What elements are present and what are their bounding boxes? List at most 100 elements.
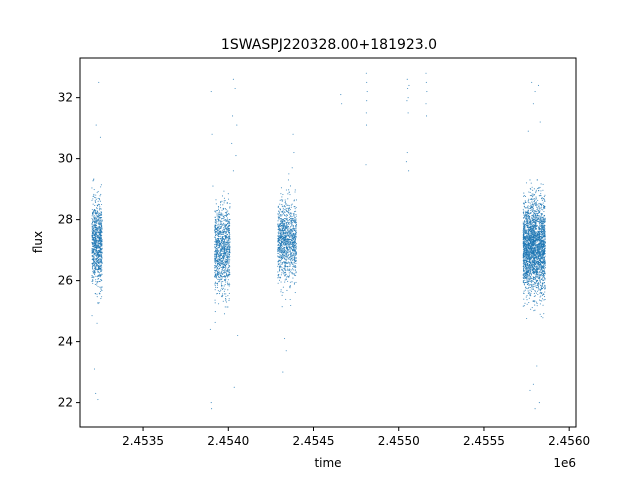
data-point bbox=[293, 241, 295, 243]
data-point bbox=[92, 229, 94, 231]
data-point bbox=[96, 247, 98, 250]
data-point bbox=[284, 272, 286, 274]
data-point bbox=[279, 223, 281, 225]
data-point bbox=[294, 291, 296, 294]
data-point bbox=[220, 233, 222, 235]
data-point bbox=[283, 234, 285, 236]
data-point bbox=[289, 238, 291, 240]
data-point bbox=[219, 231, 221, 233]
data-point bbox=[285, 244, 287, 246]
data-point bbox=[280, 211, 282, 213]
data-point bbox=[278, 232, 280, 234]
data-point bbox=[533, 228, 535, 230]
data-point bbox=[219, 261, 221, 263]
data-point bbox=[544, 278, 546, 280]
data-point bbox=[280, 257, 282, 259]
data-point bbox=[97, 256, 99, 258]
data-point bbox=[284, 252, 286, 254]
data-point bbox=[288, 272, 290, 274]
data-point bbox=[99, 264, 101, 266]
data-point bbox=[280, 261, 282, 263]
data-point bbox=[536, 206, 538, 208]
data-point bbox=[101, 239, 103, 241]
data-point bbox=[219, 233, 221, 235]
data-point bbox=[524, 228, 526, 230]
data-point bbox=[226, 229, 228, 231]
data-point bbox=[277, 239, 279, 241]
data-point bbox=[289, 246, 291, 248]
data-point bbox=[217, 259, 219, 261]
data-point bbox=[216, 273, 218, 275]
data-point bbox=[288, 248, 290, 251]
data-point bbox=[288, 210, 290, 212]
data-point bbox=[294, 251, 297, 253]
data-point bbox=[225, 260, 227, 262]
data-point bbox=[544, 291, 546, 293]
data-point bbox=[100, 223, 102, 225]
data-point bbox=[99, 221, 101, 223]
data-point bbox=[522, 251, 525, 253]
data-point bbox=[95, 229, 98, 231]
data-point bbox=[537, 204, 539, 206]
data-point bbox=[542, 293, 545, 295]
data-point bbox=[223, 272, 225, 274]
data-point bbox=[219, 277, 221, 279]
data-point bbox=[280, 215, 282, 217]
data-point bbox=[527, 208, 529, 210]
data-point bbox=[278, 247, 280, 249]
data-point bbox=[532, 300, 534, 302]
data-point bbox=[284, 231, 286, 233]
data-point bbox=[96, 268, 98, 270]
data-point bbox=[294, 219, 296, 221]
data-point bbox=[99, 266, 101, 268]
data-point bbox=[217, 255, 220, 258]
data-point bbox=[224, 212, 226, 214]
data-point bbox=[227, 234, 229, 236]
data-point bbox=[221, 288, 224, 290]
data-point bbox=[224, 269, 226, 271]
data-point bbox=[227, 230, 230, 232]
data-point bbox=[225, 259, 227, 261]
data-point bbox=[222, 251, 224, 253]
data-point bbox=[524, 227, 526, 229]
data-point bbox=[225, 248, 228, 251]
data-point bbox=[290, 262, 292, 264]
data-point bbox=[286, 253, 288, 255]
data-point bbox=[289, 298, 291, 301]
data-point bbox=[218, 265, 220, 267]
data-point bbox=[221, 217, 223, 220]
data-point bbox=[540, 219, 542, 221]
data-point bbox=[96, 233, 98, 235]
data-point bbox=[279, 225, 281, 227]
data-point bbox=[284, 199, 286, 201]
data-point bbox=[292, 234, 295, 236]
data-point bbox=[217, 246, 219, 248]
data-point bbox=[533, 300, 535, 302]
data-point bbox=[538, 195, 540, 197]
data-point bbox=[284, 254, 286, 256]
data-point bbox=[100, 214, 102, 216]
data-point bbox=[94, 204, 96, 207]
data-point bbox=[226, 217, 228, 219]
data-point bbox=[544, 207, 546, 209]
data-point bbox=[227, 193, 229, 195]
data-point bbox=[217, 247, 219, 249]
data-point bbox=[222, 287, 224, 289]
data-point bbox=[287, 179, 290, 181]
data-point bbox=[91, 242, 93, 244]
data-point bbox=[94, 264, 96, 266]
data-point bbox=[227, 214, 229, 216]
data-point bbox=[100, 265, 102, 267]
data-point bbox=[93, 222, 96, 224]
data-point bbox=[280, 234, 282, 236]
data-point bbox=[94, 231, 96, 233]
data-point bbox=[279, 228, 281, 230]
data-point bbox=[283, 211, 285, 213]
data-point bbox=[98, 258, 100, 260]
data-point bbox=[95, 244, 97, 246]
data-point bbox=[226, 228, 228, 230]
data-point bbox=[294, 273, 296, 275]
data-point bbox=[523, 262, 525, 264]
data-point bbox=[223, 233, 225, 235]
data-point bbox=[226, 239, 228, 241]
